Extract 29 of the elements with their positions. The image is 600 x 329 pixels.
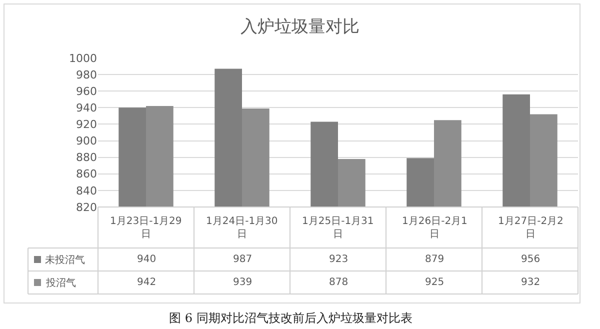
y-tick-label: 860	[76, 168, 97, 181]
y-tick-label: 840	[76, 184, 97, 198]
data-label: 942	[137, 277, 156, 288]
data-label: 923	[329, 254, 348, 265]
data-label: 956	[521, 254, 540, 265]
chart-title: 入炉垃圾量对比	[240, 16, 360, 37]
data-label: 939	[233, 277, 252, 288]
y-tick-label: 960	[76, 84, 97, 98]
data-label: 878	[329, 277, 348, 288]
data-label: 932	[521, 277, 540, 288]
y-tick-label: 1000	[69, 52, 97, 65]
x-tick-label: 1月24日-1月30日	[206, 216, 278, 240]
data-label: 987	[233, 254, 252, 265]
legend-label: 投沼气	[45, 277, 76, 289]
legend-label: 未投沼气	[45, 254, 85, 266]
y-tick-label: 900	[76, 134, 97, 148]
y-tick-label: 820	[76, 200, 97, 214]
data-label: 940	[137, 254, 156, 265]
y-tick-label: 940	[76, 102, 97, 115]
y-tick-label: 920	[76, 118, 97, 132]
caption: 图 6 同期对比沼气技改前后入炉垃圾量对比表	[169, 311, 412, 325]
y-tick-label: 880	[76, 151, 97, 164]
data-label: 879	[425, 254, 444, 265]
y-tick-label: 980	[76, 68, 97, 82]
data-label: 925	[425, 277, 444, 288]
x-tick-label: 1月27日-2月2日	[498, 216, 564, 240]
x-tick-label: 1月26日-2月1日	[402, 216, 468, 240]
x-tick-label: 1月23日-1月29日	[110, 216, 182, 240]
x-tick-label: 1月25日-1月31日	[302, 216, 374, 240]
